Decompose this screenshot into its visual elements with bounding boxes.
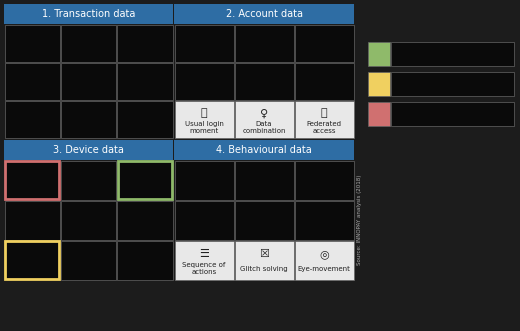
Bar [235, 24, 293, 62]
Bar [368, 72, 390, 96]
Bar [175, 101, 233, 137]
Bar [235, 101, 293, 137]
Bar [61, 241, 116, 279]
Bar [175, 201, 233, 240]
Bar [294, 63, 354, 100]
Text: ☒: ☒ [259, 249, 269, 259]
Text: Glitch solving: Glitch solving [240, 266, 288, 272]
Text: ☰: ☰ [199, 249, 209, 259]
Text: Usual login
moment: Usual login moment [185, 121, 224, 134]
Bar [5, 161, 59, 199]
Bar [294, 24, 354, 62]
Text: ⚿: ⚿ [321, 108, 327, 118]
Text: 4. Behavioural data: 4. Behavioural data [216, 145, 312, 155]
Bar [4, 140, 173, 160]
Bar [294, 241, 354, 279]
Bar [117, 24, 173, 62]
Bar [174, 140, 354, 160]
Bar [368, 102, 390, 126]
Bar [5, 241, 59, 279]
Bar [174, 4, 354, 24]
Bar [294, 101, 354, 137]
Bar [175, 24, 233, 62]
Bar [61, 101, 116, 137]
Bar [235, 63, 293, 100]
Bar [5, 63, 60, 100]
Bar [61, 201, 116, 240]
Bar [117, 241, 173, 279]
Bar [391, 102, 514, 126]
Text: ◎: ◎ [319, 249, 329, 259]
Bar [175, 161, 233, 200]
Bar [5, 201, 60, 240]
Text: ♀: ♀ [260, 108, 268, 118]
Text: Sequence of
actions: Sequence of actions [183, 262, 226, 275]
Text: ⌛: ⌛ [201, 108, 207, 118]
Text: 3. Device data: 3. Device data [53, 145, 124, 155]
Bar [294, 201, 354, 240]
Bar [61, 24, 116, 62]
Bar [235, 161, 293, 200]
Bar [61, 161, 116, 200]
Bar [391, 42, 514, 66]
Text: Data
combination: Data combination [242, 121, 286, 134]
Bar [118, 161, 172, 199]
Bar [61, 63, 116, 100]
Bar [117, 63, 173, 100]
Bar [235, 241, 293, 279]
Bar [294, 161, 354, 200]
Text: Eye-movement: Eye-movement [297, 266, 350, 272]
Text: 2. Account data: 2. Account data [226, 9, 303, 19]
Bar [117, 101, 173, 137]
Text: Source: INNOPAY analysis (2018): Source: INNOPAY analysis (2018) [357, 175, 361, 265]
Bar [175, 241, 233, 279]
Bar [175, 63, 233, 100]
Bar [391, 72, 514, 96]
Bar [5, 101, 60, 137]
Bar [235, 201, 293, 240]
Text: Federated
access: Federated access [306, 121, 342, 134]
Bar [368, 42, 390, 66]
Text: 1. Transaction data: 1. Transaction data [42, 9, 135, 19]
Bar [117, 201, 173, 240]
Bar [4, 4, 173, 24]
Bar [5, 24, 60, 62]
